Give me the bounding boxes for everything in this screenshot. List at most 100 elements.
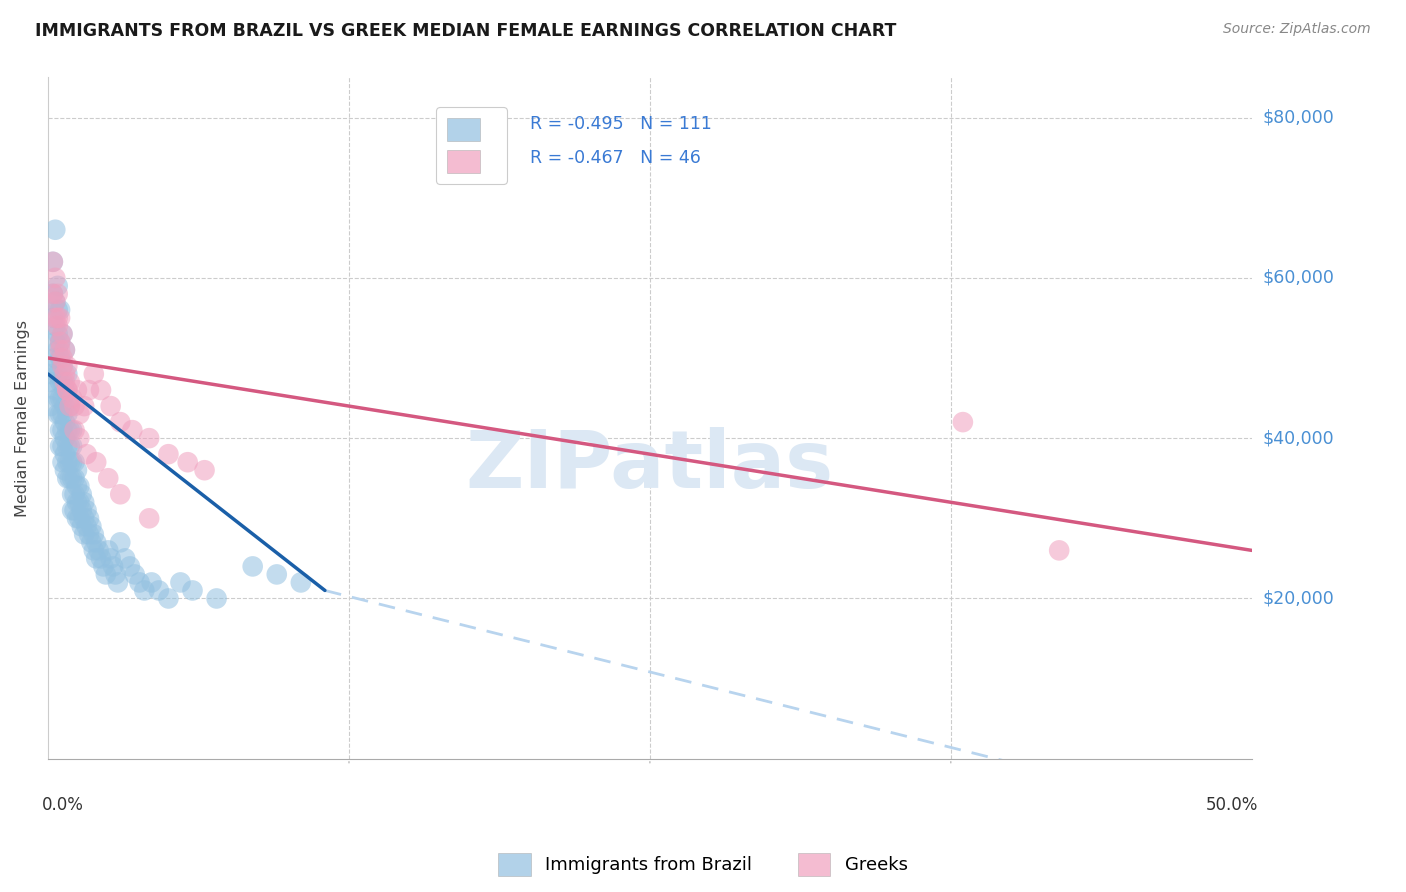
Y-axis label: Median Female Earnings: Median Female Earnings (15, 319, 30, 516)
Point (157, 447, 180, 461)
Point (51, 326, 73, 341)
Point (56, 367, 79, 381)
Point (110, 535, 132, 549)
Point (49, 407, 72, 421)
Point (49, 334, 72, 349)
Point (77, 383, 100, 397)
Point (39, 367, 62, 381)
Point (70, 503, 93, 517)
Point (46, 310, 69, 325)
Point (49, 391, 72, 405)
Point (63, 455, 86, 469)
Point (42, 255, 65, 269)
Point (56, 407, 79, 421)
Point (67, 431, 90, 445)
Point (53, 431, 76, 445)
Point (51, 351, 73, 365)
Point (59, 399, 82, 413)
Legend:  ,  : , (436, 107, 508, 184)
Point (242, 559, 264, 574)
Text: $20,000: $20,000 (1263, 590, 1334, 607)
Point (46, 391, 69, 405)
Point (63, 503, 86, 517)
Point (104, 567, 127, 582)
Point (60, 391, 83, 405)
Point (176, 455, 198, 469)
Point (73, 511, 96, 525)
Point (56, 359, 79, 373)
Point (181, 583, 204, 598)
Point (80, 535, 103, 549)
Point (60, 503, 83, 517)
Point (70, 487, 93, 501)
Point (84, 535, 107, 549)
Point (60, 487, 83, 501)
Point (53, 463, 76, 477)
Point (49, 375, 72, 389)
Point (51, 326, 73, 341)
Point (138, 431, 160, 445)
Point (76, 503, 98, 517)
Point (63, 399, 86, 413)
Point (73, 399, 96, 413)
Point (118, 559, 141, 574)
Point (44, 270, 66, 285)
Point (73, 527, 96, 541)
Point (114, 551, 136, 566)
Text: 50.0%: 50.0% (1205, 797, 1258, 814)
Point (59, 399, 82, 413)
Point (266, 567, 288, 582)
Point (49, 302, 72, 317)
Point (141, 575, 163, 590)
Point (70, 519, 93, 533)
Point (51, 455, 73, 469)
Point (110, 487, 132, 501)
Point (121, 423, 143, 437)
Point (67, 479, 90, 493)
Point (44, 294, 66, 309)
Point (49, 423, 72, 437)
Point (56, 383, 79, 397)
Point (63, 487, 86, 501)
Point (77, 511, 100, 525)
Point (87, 543, 110, 558)
Point (51, 423, 73, 437)
Point (53, 399, 76, 413)
Point (59, 471, 82, 485)
Point (59, 375, 82, 389)
Point (39, 399, 62, 413)
Point (46, 278, 69, 293)
Point (53, 343, 76, 357)
Point (1047, 543, 1070, 558)
Point (60, 423, 83, 437)
Point (44, 223, 66, 237)
Point (76, 447, 98, 461)
Point (124, 567, 146, 582)
Point (76, 519, 98, 533)
Point (67, 495, 90, 509)
Text: IMMIGRANTS FROM BRAZIL VS GREEK MEDIAN FEMALE EARNINGS CORRELATION CHART: IMMIGRANTS FROM BRAZIL VS GREEK MEDIAN F… (35, 22, 897, 40)
Point (157, 591, 180, 606)
Point (42, 286, 65, 301)
Text: 0.0%: 0.0% (42, 797, 84, 814)
Point (49, 310, 72, 325)
Point (66, 495, 89, 509)
Point (110, 415, 132, 429)
Point (128, 575, 150, 590)
Point (952, 415, 974, 429)
Point (66, 511, 89, 525)
Point (49, 343, 72, 357)
Text: R = -0.467   N = 46: R = -0.467 N = 46 (530, 149, 700, 167)
Point (42, 255, 65, 269)
Point (53, 375, 76, 389)
Point (59, 455, 82, 469)
Point (169, 575, 191, 590)
Point (51, 391, 73, 405)
Point (53, 383, 76, 397)
Point (67, 407, 90, 421)
Point (93, 559, 115, 574)
Point (53, 367, 76, 381)
Point (138, 511, 160, 525)
Point (66, 479, 89, 493)
Point (66, 383, 89, 397)
